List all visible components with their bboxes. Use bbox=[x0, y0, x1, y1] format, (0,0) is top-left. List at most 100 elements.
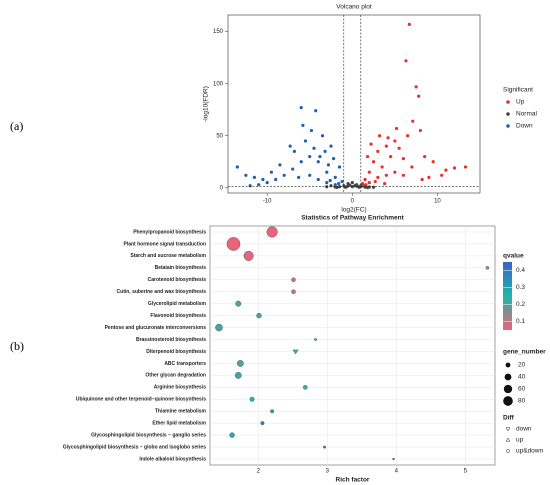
x-tick-label: 0 bbox=[351, 199, 355, 205]
chart-title: Volcano plot bbox=[336, 4, 372, 11]
y-tick-label: Indole alkaloid biosynthesis bbox=[139, 456, 206, 462]
y-tick-label: Starch and sucrose metabolism bbox=[130, 253, 206, 259]
shape-key bbox=[505, 437, 511, 442]
legend-title: Diff bbox=[503, 415, 515, 422]
legend-marker bbox=[506, 100, 510, 104]
point bbox=[386, 136, 390, 140]
point bbox=[235, 165, 239, 169]
x-axis-label: Rich factor bbox=[336, 477, 370, 484]
point bbox=[340, 179, 344, 184]
point bbox=[252, 175, 256, 179]
point bbox=[397, 146, 401, 150]
point bbox=[384, 173, 388, 177]
bubble bbox=[392, 457, 395, 461]
bubble bbox=[270, 409, 275, 414]
y-tick-label: Phenylpropanoid biosynthesis bbox=[133, 229, 206, 235]
y-tick-label: Arginine biosynthesis bbox=[154, 385, 206, 391]
y-tick-label: Diterpenoid biosynthesis bbox=[146, 349, 206, 355]
point bbox=[407, 22, 411, 26]
point bbox=[440, 173, 444, 177]
point bbox=[333, 175, 337, 179]
legend-title: qvalue bbox=[503, 253, 524, 260]
point bbox=[329, 184, 333, 188]
point bbox=[423, 154, 427, 159]
size-key bbox=[503, 384, 513, 394]
bubble bbox=[234, 372, 242, 379]
y-tick-label: 100 bbox=[213, 81, 224, 87]
point bbox=[418, 128, 423, 133]
y-tick-label: Thiamine metabolism bbox=[155, 409, 207, 415]
point bbox=[308, 154, 312, 159]
y-tick-label: Glycosphingolipid biosynthesis − globo a… bbox=[63, 444, 206, 450]
point bbox=[404, 59, 408, 63]
point bbox=[314, 109, 318, 113]
point bbox=[401, 157, 405, 161]
point bbox=[244, 173, 248, 177]
point bbox=[312, 146, 316, 150]
point bbox=[261, 177, 265, 182]
size-label: 40 bbox=[518, 374, 526, 381]
colorbar-label: 0.2 bbox=[516, 301, 525, 308]
point bbox=[463, 165, 468, 169]
panel-label: (b) bbox=[10, 339, 24, 353]
bubble bbox=[226, 237, 241, 251]
point bbox=[278, 163, 282, 167]
point bbox=[383, 182, 387, 186]
point bbox=[427, 175, 431, 179]
point bbox=[331, 157, 336, 161]
x-tick-label: 4 bbox=[395, 469, 399, 475]
x-tick-label: 5 bbox=[464, 469, 468, 475]
point bbox=[288, 144, 292, 148]
bubble bbox=[314, 338, 317, 341]
point bbox=[337, 182, 341, 186]
x-tick-label: 10 bbox=[434, 199, 441, 205]
x-tick-label: -10 bbox=[263, 199, 272, 205]
point bbox=[318, 154, 322, 159]
bubble bbox=[292, 349, 299, 355]
point bbox=[420, 177, 424, 182]
point bbox=[366, 154, 370, 159]
y-axis-label: -log10(FDR) bbox=[203, 86, 210, 122]
point bbox=[355, 184, 360, 188]
point bbox=[376, 149, 380, 153]
y-tick-label: Brassinosteroid biosynthesis bbox=[136, 337, 206, 343]
bubble bbox=[323, 445, 326, 449]
point bbox=[389, 154, 393, 159]
shape-label: down bbox=[516, 426, 532, 433]
legend-label: Down bbox=[516, 123, 533, 130]
point bbox=[377, 134, 382, 138]
point bbox=[325, 180, 329, 185]
point bbox=[337, 185, 342, 189]
point bbox=[350, 185, 354, 189]
y-tick-label: Pentose and glucuronate interconversions bbox=[105, 325, 207, 331]
shape-label: up&down bbox=[516, 448, 543, 455]
point bbox=[410, 165, 414, 169]
size-label: 20 bbox=[518, 362, 526, 369]
point bbox=[417, 94, 421, 98]
colorbar-label: 0.4 bbox=[516, 267, 525, 274]
point bbox=[348, 183, 352, 187]
point bbox=[394, 126, 399, 131]
point bbox=[292, 149, 297, 153]
point bbox=[299, 106, 303, 110]
point bbox=[274, 177, 278, 182]
point bbox=[406, 134, 410, 138]
panel-label: (a) bbox=[10, 119, 23, 133]
bubble bbox=[291, 277, 296, 282]
point bbox=[297, 175, 301, 179]
plot-area bbox=[227, 14, 481, 194]
point bbox=[308, 173, 312, 177]
point bbox=[316, 160, 320, 164]
point bbox=[337, 165, 342, 169]
bubble bbox=[485, 266, 490, 270]
point bbox=[248, 184, 252, 188]
point bbox=[350, 180, 354, 185]
point bbox=[301, 123, 305, 127]
size-label: 80 bbox=[518, 398, 526, 405]
y-tick-label: 0 bbox=[220, 185, 224, 191]
plot-area bbox=[209, 225, 496, 466]
point bbox=[363, 177, 367, 182]
colorbar-label: 0.3 bbox=[516, 284, 525, 291]
size-key bbox=[503, 396, 513, 406]
bubble bbox=[215, 323, 223, 332]
